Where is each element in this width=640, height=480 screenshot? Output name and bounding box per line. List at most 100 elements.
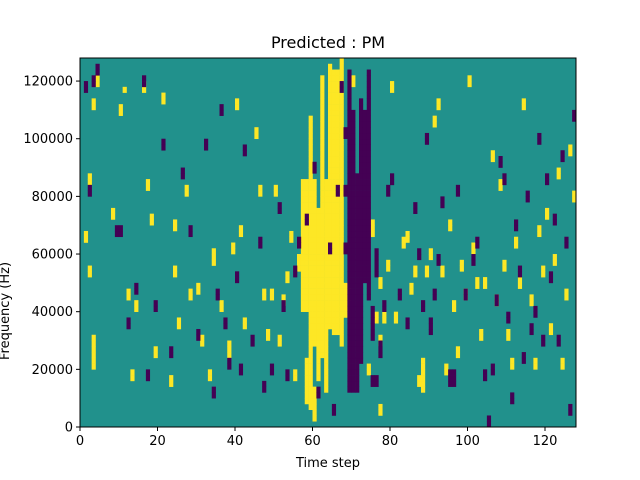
heatmap-cell-high [339, 265, 344, 272]
heatmap-cell-low [347, 363, 352, 370]
heatmap-cell-low [355, 357, 360, 364]
heatmap-cell-low [366, 81, 371, 88]
heatmap-cell-low [169, 346, 174, 353]
heatmap-cell-high [277, 334, 282, 341]
heatmap-cell-low [521, 352, 526, 359]
heatmap-cell-high [331, 300, 337, 307]
heatmap-cell-low [359, 115, 364, 122]
heatmap-cell-high [444, 369, 449, 376]
heatmap-cell-high [331, 196, 337, 203]
heatmap-cell-high [328, 265, 333, 272]
heatmap-cell-low [366, 254, 371, 261]
heatmap-cell-high [331, 167, 337, 174]
heatmap-cell-high [339, 242, 344, 249]
heatmap-cell-high [277, 340, 282, 347]
heatmap-cell-high [556, 167, 561, 174]
heatmap-cell-high [339, 127, 344, 134]
heatmap-cell-low [355, 334, 360, 341]
heatmap-cell-high [316, 230, 321, 238]
heatmap-cell-low [362, 138, 368, 145]
heatmap-cell-low [355, 352, 360, 359]
heatmap-cell-high [335, 132, 340, 140]
heatmap-cell-high [339, 179, 344, 186]
heatmap-cell-high [328, 104, 333, 111]
heatmap-cell-low [83, 81, 89, 88]
heatmap-cell-low [366, 207, 371, 214]
heatmap-cell-low [510, 392, 515, 399]
y-tick-label: 100000 [23, 132, 73, 147]
heatmap-cell-high [324, 346, 329, 353]
heatmap-cell-low [355, 277, 360, 284]
heatmap-cell-high [320, 277, 325, 284]
heatmap-cell-high [339, 156, 344, 163]
heatmap-cell-low [351, 156, 356, 163]
heatmap-cell-low [219, 109, 224, 116]
heatmap-cell-high [328, 132, 333, 140]
heatmap-cell-high [471, 242, 476, 249]
heatmap-cell-low [359, 144, 364, 151]
heatmap-cell-low [455, 190, 461, 197]
heatmap-cell-low [564, 242, 569, 249]
heatmap-cell-low [490, 369, 495, 376]
heatmap-cell-low [359, 352, 364, 359]
heatmap-cell-high [529, 294, 534, 301]
heatmap-cell-high [521, 104, 526, 111]
heatmap-cell-low [366, 248, 371, 255]
heatmap-cell-high [529, 300, 534, 307]
heatmap-cell-low [417, 248, 422, 255]
heatmap-cell-high [153, 346, 158, 353]
heatmap-cell-low [328, 248, 333, 255]
y-tick-label: 120000 [23, 75, 73, 90]
heatmap-cell-low [537, 132, 542, 140]
heatmap-cell-high [312, 219, 317, 226]
heatmap-cell-high [328, 277, 333, 284]
heatmap-cell-high [316, 317, 321, 324]
heatmap-cell-low [498, 156, 503, 163]
heatmap-cell-high [300, 219, 306, 226]
heatmap-cell-high [335, 225, 340, 232]
heatmap-cell-high [320, 184, 325, 191]
heatmap-cell-low [494, 300, 499, 307]
heatmap-cell-high [312, 236, 317, 243]
heatmap-cell-low [359, 328, 364, 336]
heatmap-cell-high [328, 259, 333, 266]
heatmap-cell-high [312, 254, 317, 261]
heatmap-cell-low [347, 282, 352, 289]
heatmap-cell-low [355, 311, 360, 318]
heatmap-cell-low [223, 323, 228, 330]
heatmap-cell-low [475, 236, 480, 243]
heatmap-cell-high [331, 161, 337, 168]
heatmap-cell-high [149, 213, 154, 220]
heatmap-cell-high [339, 167, 344, 174]
heatmap-cell-high [262, 294, 267, 301]
heatmap-cell-low [347, 369, 352, 376]
heatmap-cell-low [351, 265, 356, 272]
heatmap-cell-low [362, 271, 368, 278]
heatmap-cell-high [324, 380, 329, 387]
heatmap-cell-high [320, 265, 325, 272]
heatmap-cell-high [335, 179, 340, 186]
heatmap-cell-high [328, 305, 333, 312]
heatmap-cell-high [335, 167, 340, 174]
heatmap-cell-high [331, 282, 337, 289]
heatmap-cell-high [537, 230, 542, 238]
heatmap-cell-low [250, 334, 255, 341]
heatmap-cell-low [366, 167, 371, 174]
heatmap-cell-high [331, 144, 337, 151]
heatmap-cell-low [359, 190, 364, 197]
heatmap-cell-low [436, 254, 441, 261]
heatmap-cell-high [316, 334, 321, 341]
heatmap-cell-low [359, 219, 364, 226]
heatmap-cell-high [320, 196, 325, 203]
heatmap-cell-high [300, 225, 306, 232]
heatmap-cell-high [118, 104, 123, 111]
heatmap-cell-low [262, 380, 267, 387]
heatmap-cell-low [359, 346, 364, 353]
heatmap-cell-low [359, 161, 364, 168]
heatmap-cell-high [308, 259, 313, 266]
heatmap-cell-high [91, 363, 96, 370]
heatmap-cell-high [378, 334, 383, 341]
heatmap-cell-low [351, 277, 356, 284]
heatmap-cell-high [308, 115, 313, 122]
heatmap-cell-low [366, 282, 371, 289]
